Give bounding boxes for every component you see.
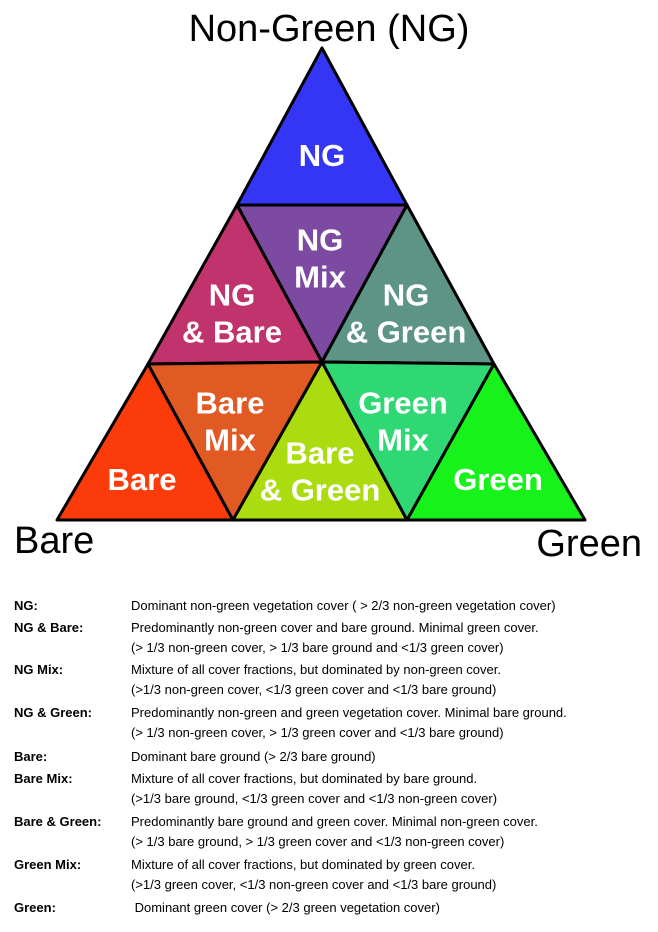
legend-term: NG Mix: — [14, 662, 64, 677]
corner-label-bare: Bare — [14, 520, 95, 562]
legend-definition: Predominantly bare ground and green cove… — [131, 814, 538, 829]
legend-definition: Mixture of all cover fractions, but domi… — [131, 857, 475, 872]
legend-definition-detail: (> 1/3 non-green cover, > 1/3 bare groun… — [131, 640, 504, 655]
legend-term: Green: — [14, 900, 56, 915]
region-ng — [235, 46, 409, 207]
corner-label-non-green: Non-Green (NG) — [188, 8, 470, 50]
legend-definition: Predominantly non-green and green vegeta… — [131, 705, 567, 720]
region-label-bare-mix: Mix — [204, 423, 256, 458]
legend-term: NG: — [14, 598, 38, 613]
legend-definition: Dominant bare ground (> 2/3 bare ground) — [131, 749, 376, 764]
legend-definition: Dominant green cover (> 2/3 green vegeta… — [131, 900, 440, 915]
region-label-green-mix: Green — [358, 386, 448, 421]
region-label-ng-bare: NG — [209, 278, 256, 313]
region-label-green-mix: Mix — [377, 423, 429, 458]
region-label-ng-bare: & Bare — [182, 315, 282, 350]
legend-term: Bare Mix: — [14, 771, 73, 786]
legend-definition: Predominantly non-green cover and bare g… — [131, 620, 539, 635]
legend-term: NG & Bare: — [14, 620, 84, 635]
legend-definition: Dominant non-green vegetation cover ( > … — [131, 598, 556, 613]
region-label-ng: NG — [299, 138, 346, 173]
legend-term: NG & Green: — [14, 705, 93, 720]
region-label-ng-mix: Mix — [294, 260, 346, 295]
region-label-bare-green: & Green — [260, 473, 381, 508]
region-label-ng-green: NG — [383, 278, 430, 313]
legend-definition-detail: (> 1/3 non-green cover, > 1/3 green cove… — [131, 725, 504, 740]
region-label-bare-mix: Bare — [196, 386, 265, 421]
legend-definition-detail: (>1/3 green cover, <1/3 non-green cover … — [131, 877, 497, 892]
region-label-bare: Bare — [108, 462, 177, 497]
corner-label-green: Green — [536, 523, 642, 565]
region-label-bare-green: Bare — [286, 436, 355, 471]
region-green — [405, 362, 587, 522]
region-label-green: Green — [453, 462, 543, 497]
legend-definition-detail: (>1/3 non-green cover, <1/3 green cover … — [131, 682, 497, 697]
legend-term: Bare & Green: — [14, 814, 102, 829]
legend-definition-detail: (>1/3 bare ground, <1/3 green cover and … — [131, 791, 498, 806]
region-label-ng-green: & Green — [346, 315, 467, 350]
legend-term: Green Mix: — [14, 857, 82, 872]
legend-definition-detail: (> 1/3 bare ground, > 1/3 green cover an… — [131, 834, 505, 849]
legend-term: Bare: — [14, 749, 48, 764]
legend-definition: Mixture of all cover fractions, but domi… — [131, 662, 501, 677]
region-label-ng-mix: NG — [297, 223, 344, 258]
legend-definition: Mixture of all cover fractions, but domi… — [131, 771, 478, 786]
